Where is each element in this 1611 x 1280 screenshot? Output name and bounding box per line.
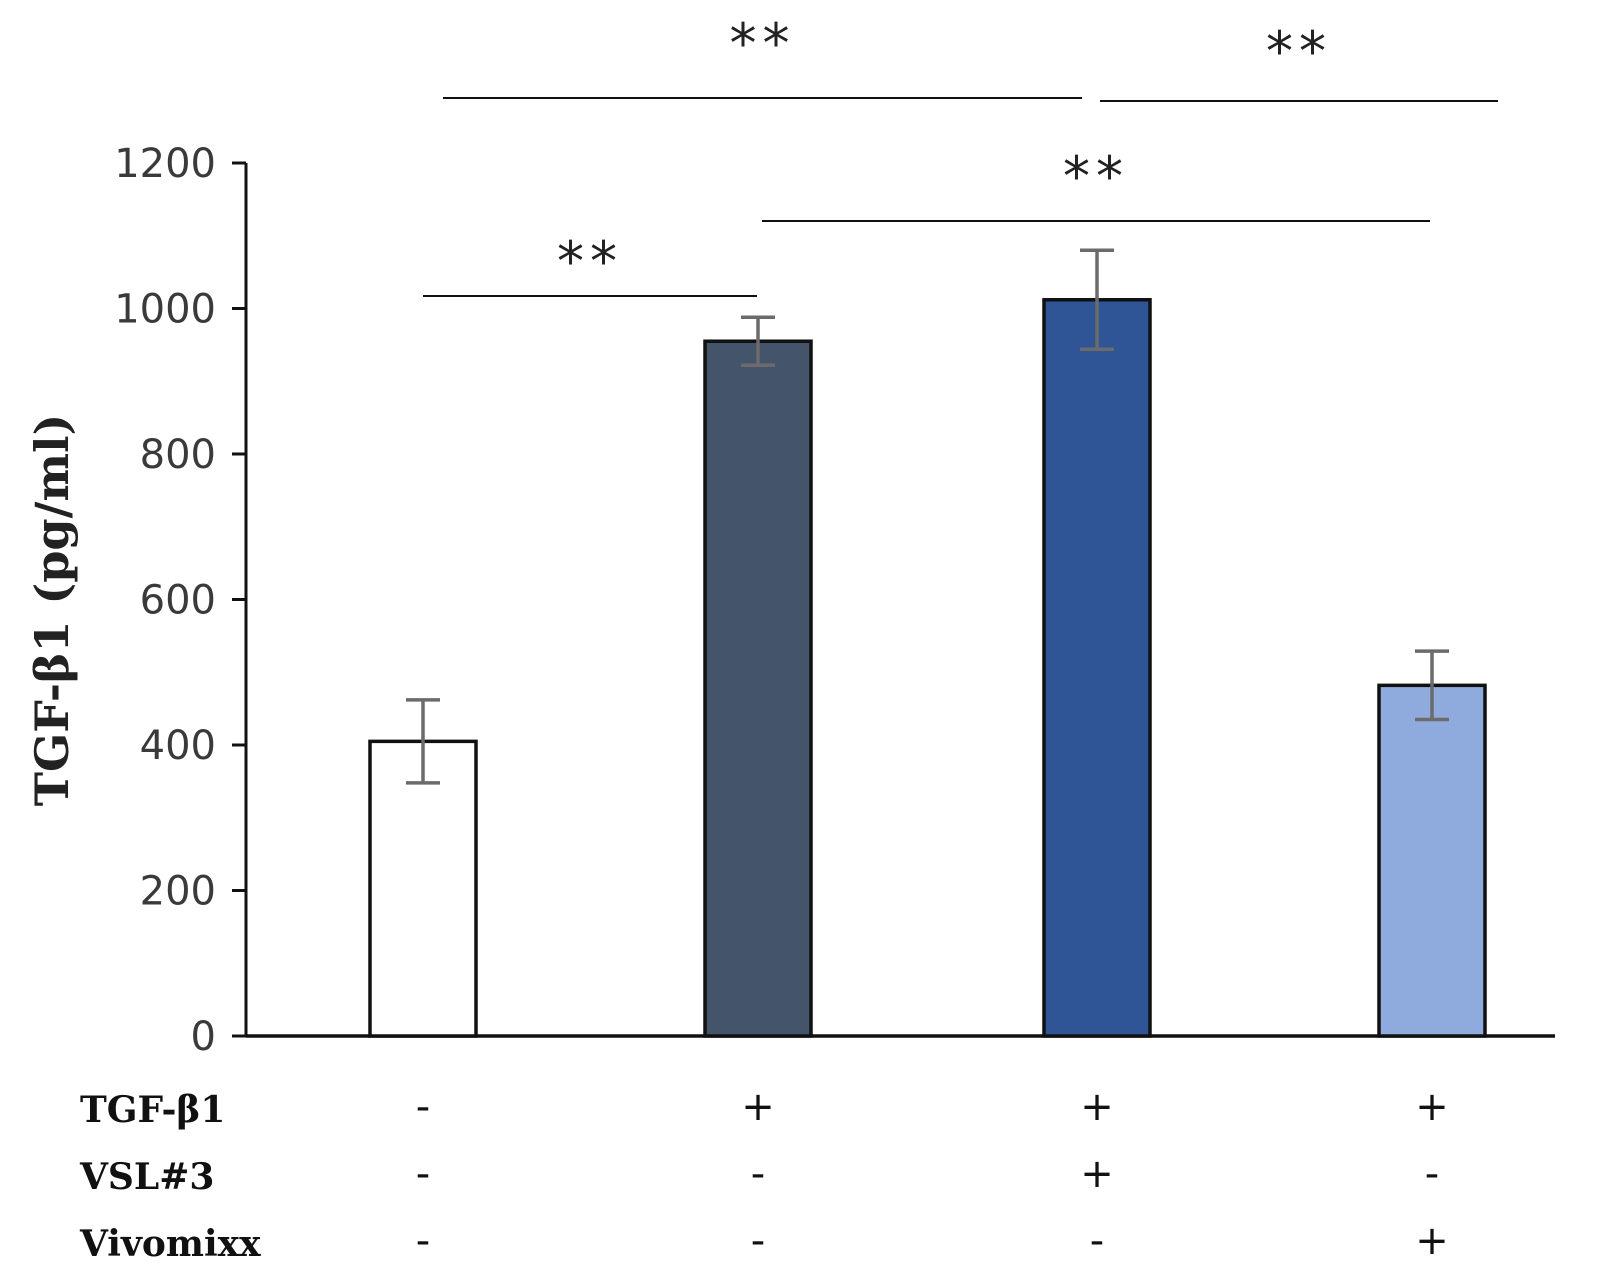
error-bar bbox=[1080, 248, 1114, 351]
y-axis-title: TGF-β1 (pg/ml) bbox=[25, 414, 79, 807]
treatment-sign: - bbox=[1090, 1218, 1104, 1264]
significance-bracket: ** bbox=[1100, 20, 1498, 102]
error-bar bbox=[741, 315, 775, 367]
treatment-sign: - bbox=[1425, 1151, 1439, 1197]
treatment-row-label: VSL#3 bbox=[79, 1156, 214, 1198]
y-tick-label: 0 bbox=[191, 1014, 216, 1060]
significance-bracket: ** bbox=[443, 12, 1082, 99]
treatment-row: Vivomixx - - - + bbox=[79, 1218, 1449, 1265]
error-bars bbox=[406, 248, 1449, 785]
treatment-sign: - bbox=[751, 1218, 765, 1264]
treatment-row: TGF-β1 - + + + bbox=[80, 1084, 1449, 1131]
significance-bracket: ** bbox=[423, 230, 757, 297]
bar bbox=[703, 339, 813, 1038]
significance-bracket: ** bbox=[762, 145, 1430, 222]
treatment-sign: + bbox=[741, 1084, 775, 1130]
bars bbox=[368, 298, 1487, 1038]
significance-brackets: ** ** ** ** bbox=[423, 12, 1498, 297]
y-axis: 0 200 400 600 800 1000 1200 bbox=[114, 141, 1555, 1060]
treatment-sign: + bbox=[1080, 1084, 1114, 1130]
treatment-table: TGF-β1 - + + + VSL#3 - - + - Vivomixx - - - + bbox=[79, 1084, 1449, 1265]
treatment-row: VSL#3 - - + - bbox=[79, 1151, 1439, 1198]
y-tick-label: 800 bbox=[140, 432, 216, 478]
y-tick-label: 1200 bbox=[114, 141, 216, 187]
significance-label: ** bbox=[1266, 20, 1332, 83]
bar bbox=[1377, 683, 1487, 1038]
bar bbox=[1042, 298, 1152, 1038]
treatment-sign: - bbox=[751, 1151, 765, 1197]
treatment-sign: - bbox=[416, 1218, 430, 1264]
significance-label: ** bbox=[557, 230, 623, 293]
treatment-sign: + bbox=[1080, 1151, 1114, 1197]
treatment-row-label: Vivomixx bbox=[79, 1223, 261, 1265]
y-tick-label: 200 bbox=[140, 869, 216, 915]
treatment-sign: + bbox=[1415, 1084, 1449, 1130]
y-tick-label: 400 bbox=[140, 723, 216, 769]
error-bar bbox=[406, 698, 440, 785]
y-tick-label: 1000 bbox=[114, 287, 216, 333]
treatment-sign: - bbox=[416, 1151, 430, 1197]
bar bbox=[368, 739, 478, 1038]
treatment-row-label: TGF-β1 bbox=[80, 1089, 225, 1131]
treatment-sign: + bbox=[1415, 1218, 1449, 1264]
error-bar bbox=[1415, 649, 1449, 722]
significance-label: ** bbox=[1063, 145, 1129, 208]
y-tick-label: 600 bbox=[140, 578, 216, 624]
significance-label: ** bbox=[730, 12, 796, 75]
treatment-sign: - bbox=[416, 1084, 430, 1130]
